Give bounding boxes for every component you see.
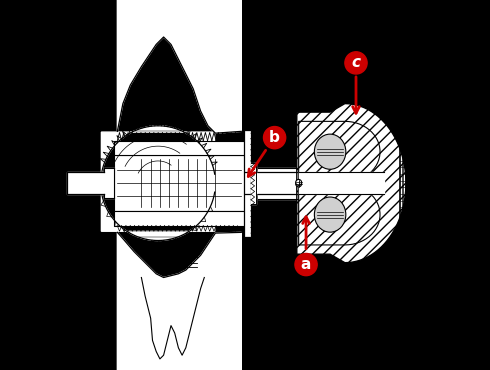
Bar — [114, 211, 245, 226]
Polygon shape — [117, 232, 241, 370]
Polygon shape — [117, 0, 241, 133]
Bar — [244, 130, 251, 237]
Text: a: a — [301, 257, 311, 272]
Text: b: b — [269, 130, 280, 145]
Circle shape — [345, 52, 367, 74]
Polygon shape — [101, 192, 215, 240]
Polygon shape — [298, 121, 380, 182]
Circle shape — [295, 179, 302, 185]
Bar — [114, 155, 245, 211]
Circle shape — [295, 253, 317, 276]
Polygon shape — [142, 278, 204, 370]
Ellipse shape — [315, 134, 346, 169]
Polygon shape — [101, 126, 215, 174]
Bar — [114, 141, 245, 155]
Ellipse shape — [315, 197, 346, 232]
Circle shape — [295, 181, 302, 187]
Text: c: c — [351, 56, 361, 70]
Bar — [298, 182, 343, 185]
Circle shape — [264, 127, 286, 149]
Polygon shape — [298, 184, 380, 245]
Polygon shape — [297, 104, 406, 263]
